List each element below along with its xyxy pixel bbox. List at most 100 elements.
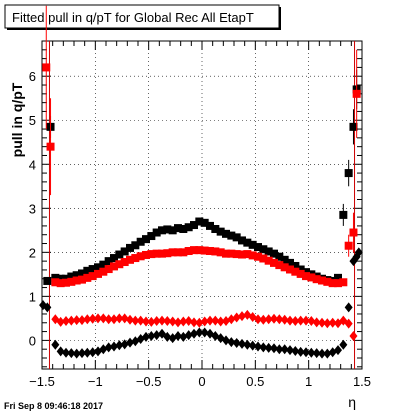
data-point-square xyxy=(222,229,230,238)
series-1 xyxy=(42,5,361,288)
data-point-square xyxy=(296,269,305,278)
data-point-diamond xyxy=(200,327,209,338)
data-point-diamond xyxy=(264,314,273,325)
data-point-square xyxy=(318,276,326,285)
data-point-diamond xyxy=(72,315,81,326)
data-point-square xyxy=(42,63,51,72)
data-point-square xyxy=(254,243,262,252)
data-point-diamond xyxy=(344,318,353,329)
data-point-square xyxy=(152,249,161,258)
data-point-square xyxy=(286,258,294,267)
data-point-square xyxy=(264,256,273,265)
data-point-square xyxy=(259,245,268,254)
data-point-diamond xyxy=(275,344,284,355)
data-point-square xyxy=(200,246,209,255)
data-point-square xyxy=(216,248,225,257)
data-point-diamond xyxy=(354,247,363,258)
data-point-square xyxy=(349,228,358,237)
data-point-square xyxy=(323,277,332,286)
data-point-diamond xyxy=(67,315,76,326)
data-point-square xyxy=(78,275,86,284)
data-point-diamond xyxy=(88,313,97,324)
data-point-diamond xyxy=(174,317,182,328)
x-tick-label: −1.5 xyxy=(29,374,55,389)
data-point-square xyxy=(232,250,241,259)
data-point-square xyxy=(168,248,177,257)
data-point-diamond xyxy=(254,314,262,325)
data-point-square xyxy=(270,249,278,258)
data-point-diamond xyxy=(270,313,278,324)
data-point-square xyxy=(110,254,118,263)
data-point-square xyxy=(339,278,348,287)
data-point-square xyxy=(51,273,60,282)
data-point-diamond xyxy=(238,338,246,349)
data-point-diamond xyxy=(51,339,60,350)
data-point-square xyxy=(99,260,108,269)
x-axis-label: η xyxy=(348,394,356,410)
x-tick-label: 0.5 xyxy=(246,374,264,389)
x-tick-label: 0 xyxy=(198,374,205,389)
data-point-diamond xyxy=(147,316,156,327)
data-point-square xyxy=(67,277,76,286)
data-point-diamond xyxy=(126,337,134,348)
data-point-square xyxy=(349,122,358,131)
y-tick-label: 0 xyxy=(29,333,36,348)
data-point-square xyxy=(83,266,92,275)
data-point-diamond xyxy=(344,302,353,313)
data-point-square xyxy=(115,250,124,259)
data-point-diamond xyxy=(99,313,108,324)
data-point-diamond xyxy=(152,316,161,327)
data-point-square xyxy=(120,247,129,256)
data-point-square xyxy=(211,224,220,233)
data-point-diamond xyxy=(78,348,86,359)
data-point-square xyxy=(352,89,361,98)
x-tick-label: 1.5 xyxy=(353,374,371,389)
data-point-square xyxy=(115,260,124,269)
data-point-square xyxy=(174,248,182,257)
y-tick-label: 5 xyxy=(29,113,36,128)
data-point-square xyxy=(334,273,342,282)
data-point-square xyxy=(227,231,236,240)
data-point-square xyxy=(184,247,193,256)
data-point-diamond xyxy=(286,315,294,326)
data-point-diamond xyxy=(280,314,289,325)
data-point-diamond xyxy=(115,340,124,351)
data-point-square xyxy=(174,224,182,233)
data-point-diamond xyxy=(312,317,321,328)
data-point-diamond xyxy=(318,317,326,328)
data-point-square xyxy=(136,252,145,261)
data-point-diamond xyxy=(334,345,342,356)
data-point-square xyxy=(83,273,92,282)
data-point-diamond xyxy=(72,348,81,359)
data-point-square xyxy=(286,265,294,274)
data-point-diamond xyxy=(254,341,262,352)
data-point-diamond xyxy=(200,316,209,327)
data-point-diamond xyxy=(216,316,225,327)
data-point-square xyxy=(43,276,52,285)
data-point-square xyxy=(227,249,236,258)
data-point-diamond xyxy=(238,311,246,322)
data-point-diamond xyxy=(163,331,172,342)
y-tick-label: 3 xyxy=(29,201,36,216)
data-point-square xyxy=(67,272,76,281)
data-point-diamond xyxy=(110,314,118,325)
data-point-diamond xyxy=(43,302,52,313)
data-point-square xyxy=(142,250,150,259)
data-point-square xyxy=(291,261,300,270)
data-point-square xyxy=(238,250,246,259)
title-box: Fitted pull in q/pT for Global Rec All E… xyxy=(4,4,281,30)
y-tick-label: 2 xyxy=(29,245,36,260)
data-point-diamond xyxy=(211,315,220,326)
data-point-square xyxy=(51,278,60,287)
data-point-square xyxy=(206,221,214,230)
data-point-diamond xyxy=(206,315,214,326)
data-point-square xyxy=(344,169,353,178)
data-point-square xyxy=(168,226,177,235)
data-point-square xyxy=(158,226,166,235)
data-point-square xyxy=(312,275,321,284)
data-point-diamond xyxy=(291,316,300,327)
y-tick-label: 6 xyxy=(29,69,36,84)
data-series xyxy=(39,5,363,359)
data-point-diamond xyxy=(227,337,236,348)
